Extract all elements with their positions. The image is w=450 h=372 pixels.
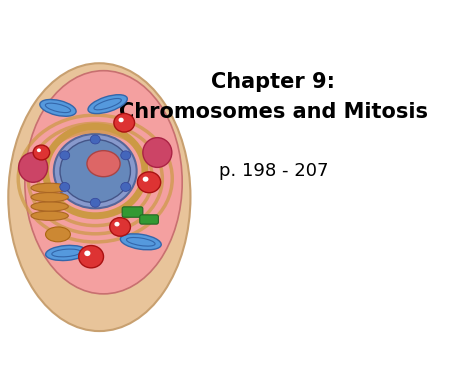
Text: Chapter 9:: Chapter 9: — [212, 72, 335, 92]
Ellipse shape — [18, 153, 48, 182]
FancyBboxPatch shape — [140, 215, 158, 224]
Ellipse shape — [25, 71, 182, 294]
Circle shape — [90, 135, 100, 144]
Ellipse shape — [8, 63, 190, 331]
Ellipse shape — [31, 211, 68, 220]
Ellipse shape — [88, 95, 127, 113]
Circle shape — [37, 148, 41, 152]
Circle shape — [60, 182, 70, 191]
Ellipse shape — [31, 183, 68, 193]
Circle shape — [79, 246, 104, 268]
Ellipse shape — [120, 234, 161, 250]
Ellipse shape — [31, 202, 68, 211]
Circle shape — [114, 222, 120, 227]
Ellipse shape — [31, 193, 68, 202]
Ellipse shape — [60, 140, 130, 203]
Circle shape — [118, 118, 124, 122]
Ellipse shape — [45, 246, 87, 260]
Circle shape — [60, 151, 70, 160]
Ellipse shape — [45, 227, 70, 242]
Circle shape — [84, 251, 90, 256]
Circle shape — [143, 177, 148, 182]
Ellipse shape — [54, 134, 137, 208]
Circle shape — [114, 113, 135, 132]
Ellipse shape — [143, 138, 172, 167]
Circle shape — [90, 198, 100, 207]
Text: p. 198 - 207: p. 198 - 207 — [219, 162, 328, 180]
Text: Chromosomes and Mitosis: Chromosomes and Mitosis — [119, 102, 428, 122]
Circle shape — [121, 151, 130, 160]
Circle shape — [33, 145, 50, 160]
Ellipse shape — [87, 151, 120, 177]
FancyBboxPatch shape — [122, 207, 143, 217]
Ellipse shape — [40, 99, 76, 116]
Circle shape — [110, 218, 130, 236]
Circle shape — [137, 172, 161, 193]
Circle shape — [121, 183, 130, 192]
